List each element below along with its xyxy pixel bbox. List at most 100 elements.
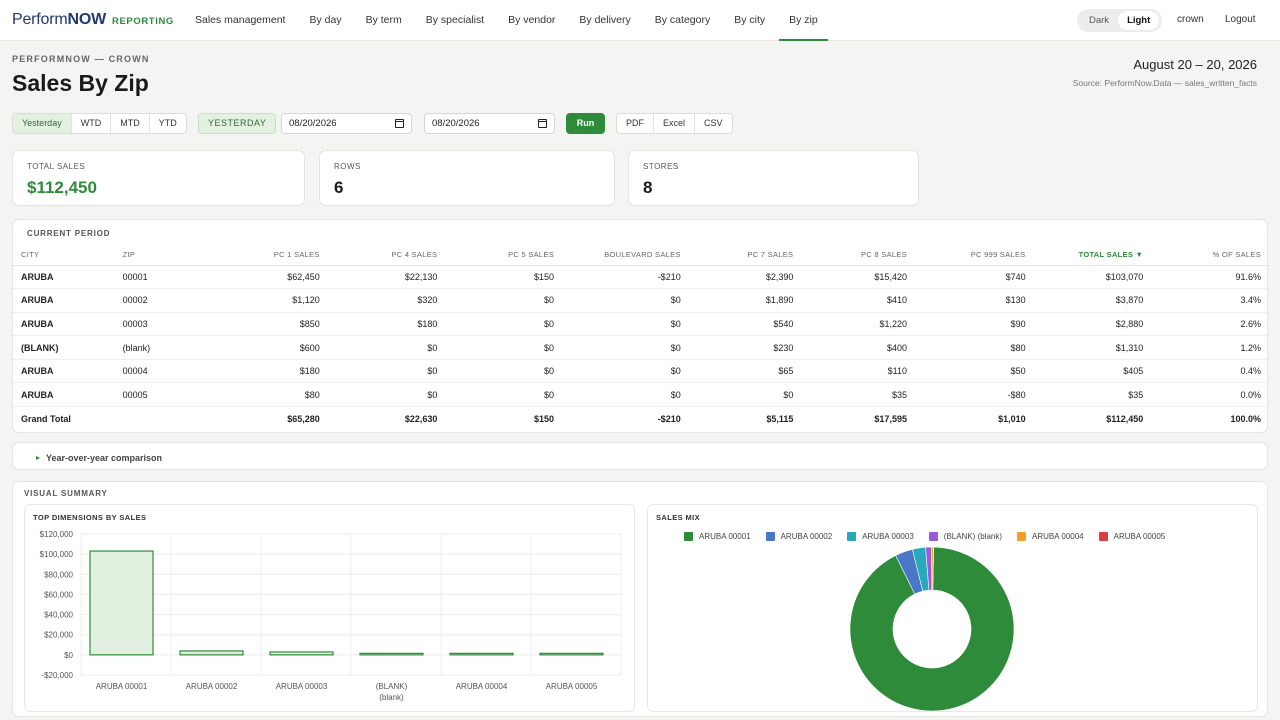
data-source-note: Source: PerformNow.Data — sales_written_… bbox=[1072, 78, 1257, 88]
nav-link-by-city[interactable]: By city bbox=[734, 14, 766, 26]
cell-pc-7-sales: $2,390 bbox=[688, 265, 802, 290]
column-header-boulevard-sales: BOULEVARD SALES bbox=[562, 244, 689, 266]
donut-slice[interactable] bbox=[932, 546, 934, 591]
period-ytd-button[interactable]: YTD bbox=[158, 118, 177, 128]
bar[interactable] bbox=[179, 650, 244, 656]
end-date-input[interactable]: 08/20/2026 bbox=[424, 113, 555, 134]
legend-item[interactable]: ARUBA 00005 bbox=[1098, 532, 1165, 541]
run-button[interactable]: Run bbox=[566, 113, 605, 134]
cell-pc-4-sales: $320 bbox=[327, 288, 446, 313]
nav-link-by-category[interactable]: By category bbox=[654, 14, 711, 26]
legend-item[interactable]: ARUBA 00003 bbox=[847, 532, 914, 541]
column-header-city: CITY bbox=[13, 244, 115, 266]
total-cell-boulevard-sales: -$210 bbox=[657, 413, 681, 424]
yoy-toggle[interactable]: Year-over-year comparison bbox=[36, 453, 162, 463]
cell-total-sales: $3,870 bbox=[1033, 288, 1152, 313]
x-tick-label: (BLANK) bbox=[376, 682, 408, 691]
top-nav: Perform NOW REPORTING Sales management By d… bbox=[0, 0, 1280, 41]
cell-pc-8-sales: $110 bbox=[801, 359, 915, 384]
legend-item[interactable]: ARUBA 00002 bbox=[765, 532, 832, 541]
cell-zip: 00002 bbox=[114, 288, 206, 313]
export-csv-button[interactable]: CSV bbox=[704, 118, 723, 128]
total-cell-of-sales: 100.0% bbox=[1230, 413, 1261, 424]
cell-pc-1-sales: $80 bbox=[205, 382, 328, 408]
nav-link-by-term[interactable]: By term bbox=[365, 14, 402, 26]
nav-link-by-day[interactable]: By day bbox=[309, 14, 342, 26]
cell-boulevard-sales: $0 bbox=[562, 382, 689, 408]
legend-item[interactable]: ARUBA 00004 bbox=[1017, 532, 1084, 541]
legend-label: (BLANK) (blank) bbox=[943, 532, 1003, 541]
start-date-input[interactable]: 08/20/2026 bbox=[281, 113, 412, 134]
cell-pc-4-sales: $22,130 bbox=[327, 265, 446, 290]
period-mtd-button[interactable]: MTD bbox=[111, 114, 150, 133]
total-cell-city: Grand Total bbox=[21, 413, 71, 424]
y-tick-label: $40,000 bbox=[44, 611, 73, 620]
legend-swatch bbox=[928, 532, 938, 541]
cell-boulevard-sales: $0 bbox=[562, 312, 689, 337]
bar[interactable] bbox=[269, 651, 334, 656]
column-header-pc-999-sales: PC 999 SALES bbox=[914, 244, 1034, 266]
legend-label: ARUBA 00004 bbox=[1032, 532, 1084, 541]
bar[interactable] bbox=[449, 652, 514, 656]
theme-dark-option[interactable]: Dark bbox=[1089, 15, 1110, 26]
bar[interactable] bbox=[89, 550, 154, 656]
total-cell-pc-5-sales: $150 bbox=[533, 413, 555, 424]
legend-item[interactable]: (BLANK) (blank) bbox=[928, 532, 1003, 541]
logout-link[interactable]: Logout bbox=[1225, 14, 1256, 25]
cell-city: ARUBA bbox=[13, 312, 115, 337]
column-header-pc-5-sales: PC 5 SALES bbox=[445, 244, 563, 266]
period-wtd-button[interactable]: WTD bbox=[72, 114, 112, 133]
bar[interactable] bbox=[539, 652, 604, 656]
nav-link-by-delivery[interactable]: By delivery bbox=[579, 14, 631, 26]
cell-of-sales: 2.6% bbox=[1151, 312, 1269, 337]
nav-link-sales-management[interactable]: Sales management bbox=[195, 14, 286, 26]
cell-pc-8-sales: $35 bbox=[801, 382, 915, 408]
nav-link-by-specialist[interactable]: By specialist bbox=[425, 14, 485, 26]
cell-city: ARUBA bbox=[13, 288, 115, 313]
kpi-label: TOTAL SALES bbox=[27, 162, 86, 171]
y-tick-label: $120,000 bbox=[40, 530, 74, 539]
cell-pc-7-sales: $540 bbox=[688, 312, 802, 337]
nav-link-by-vendor[interactable]: By vendor bbox=[508, 14, 556, 26]
kpi-value: 8 bbox=[643, 178, 653, 197]
total-cell-pc-1-sales: $65,280 bbox=[287, 413, 320, 424]
user-name[interactable]: crown bbox=[1177, 14, 1204, 25]
legend-swatch bbox=[684, 532, 693, 541]
cell-city: (BLANK) bbox=[13, 335, 115, 360]
period-yesterday-button[interactable]: Yesterday bbox=[13, 114, 72, 133]
table-row: ARUBA 00005 $80 $0 $0 $0 $0 $35 -$80 $35 0.0% bbox=[13, 382, 1269, 408]
table-header-row: CITY ZIP PC 1 SALES PC 4 SALES PC 5 SALES BOU… bbox=[13, 244, 1269, 266]
theme-light-option[interactable]: Light bbox=[1118, 11, 1160, 30]
legend-item[interactable]: ARUBA 00001 bbox=[684, 532, 751, 541]
yoy-collapsible[interactable]: Year-over-year comparison bbox=[12, 442, 1268, 470]
total-cell-pc-4-sales: $22,630 bbox=[404, 413, 438, 424]
section-heading: VISUAL SUMMARY bbox=[24, 489, 108, 498]
bar[interactable] bbox=[359, 652, 424, 656]
column-header-pc-8-sales: PC 8 SALES bbox=[801, 244, 915, 266]
cell-zip: 00004 bbox=[114, 359, 206, 384]
x-tick-label: ARUBA 00002 bbox=[186, 682, 238, 691]
column-header-pc-7-sales: PC 7 SALES bbox=[688, 244, 802, 266]
cell-pc-1-sales: $850 bbox=[205, 312, 328, 337]
cell-pc-999-sales: $90 bbox=[914, 312, 1034, 337]
calendar-icon[interactable] bbox=[538, 119, 547, 128]
donut-slice[interactable] bbox=[849, 546, 1015, 712]
cell-pc-8-sales: $400 bbox=[801, 335, 915, 360]
cell-of-sales: 91.6% bbox=[1151, 265, 1269, 290]
cell-total-sales: $2,880 bbox=[1033, 312, 1152, 337]
column-header-total-sales[interactable]: TOTAL SALES ▼ bbox=[1033, 244, 1152, 266]
nav-link-by-zip[interactable]: By zip bbox=[777, 0, 830, 41]
cell-boulevard-sales: -$210 bbox=[562, 265, 689, 290]
y-tick-label: $60,000 bbox=[44, 590, 73, 599]
calendar-icon[interactable] bbox=[395, 119, 404, 128]
export-excel-button[interactable]: Excel bbox=[654, 114, 696, 133]
total-cell-pc-999-sales: $1,010 bbox=[998, 413, 1026, 424]
y-tick-label: $100,000 bbox=[40, 550, 74, 559]
cell-total-sales: $35 bbox=[1033, 382, 1152, 408]
legend-label: ARUBA 00003 bbox=[862, 532, 914, 541]
pie-chart-panel: SALES MIX ARUBA 00001 ARUBA 00002 ARUBA 00… bbox=[647, 504, 1258, 712]
brand-logo[interactable]: Perform NOW REPORTING bbox=[12, 11, 174, 28]
export-pdf-button[interactable]: PDF bbox=[617, 114, 654, 133]
cell-zip: 00005 bbox=[114, 382, 206, 408]
cell-zip: (blank) bbox=[114, 335, 206, 360]
